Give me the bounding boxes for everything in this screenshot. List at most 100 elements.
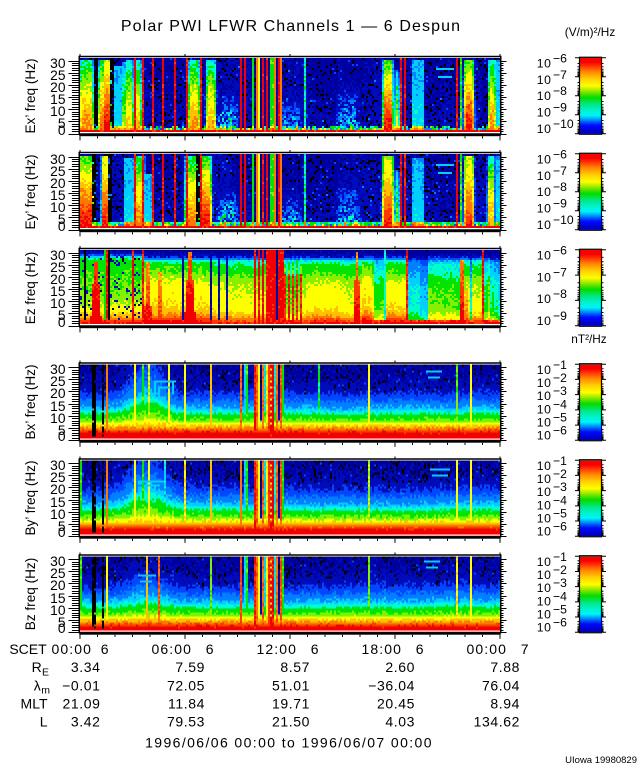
svg-text:7: 7 — [521, 641, 529, 657]
svg-text:8.94: 8.94 — [490, 696, 520, 712]
svg-text:−3: −3 — [553, 576, 567, 590]
svg-text:−2: −2 — [553, 371, 567, 385]
svg-text:10: 10 — [537, 292, 552, 306]
svg-text:−7: −7 — [553, 68, 567, 82]
svg-text:0: 0 — [58, 219, 66, 234]
svg-text:10: 10 — [537, 607, 552, 621]
svg-text:6: 6 — [206, 641, 214, 657]
svg-text:25: 25 — [50, 164, 66, 179]
svg-text:30: 30 — [50, 554, 66, 569]
svg-text:10: 10 — [50, 603, 66, 618]
svg-text:10: 10 — [537, 415, 552, 429]
svg-text:20.45: 20.45 — [377, 696, 415, 712]
svg-text:Ez freq (Hz): Ez freq (Hz) — [23, 252, 38, 325]
svg-text:20: 20 — [50, 482, 66, 497]
svg-text:−7: −7 — [553, 265, 567, 279]
svg-text:R: R — [32, 659, 42, 675]
svg-text:10: 10 — [537, 57, 552, 71]
svg-text:10: 10 — [537, 568, 552, 582]
svg-text:4.03: 4.03 — [385, 714, 415, 730]
svg-text:25: 25 — [50, 374, 66, 389]
svg-text:51.01: 51.01 — [272, 677, 310, 693]
svg-text:10: 10 — [537, 555, 552, 569]
svg-text:−3: −3 — [553, 480, 567, 494]
svg-text:−5: −5 — [553, 410, 567, 424]
svg-text:72.05: 72.05 — [167, 677, 205, 693]
svg-text:30: 30 — [50, 152, 66, 167]
svg-text:20: 20 — [50, 176, 66, 191]
svg-text:15: 15 — [50, 188, 66, 203]
svg-text:−6: −6 — [553, 244, 567, 258]
svg-text:25: 25 — [50, 566, 66, 581]
svg-text:7.59: 7.59 — [175, 659, 205, 675]
svg-text:−8: −8 — [553, 180, 567, 194]
svg-text:10: 10 — [537, 270, 552, 284]
svg-text:76.04: 76.04 — [482, 677, 520, 693]
svg-text:−7: −7 — [553, 164, 567, 178]
svg-text:10: 10 — [537, 389, 552, 403]
svg-text:25: 25 — [50, 260, 66, 275]
svg-text:−9: −9 — [553, 309, 567, 323]
svg-text:10: 10 — [537, 106, 552, 120]
svg-text:10: 10 — [537, 376, 552, 390]
svg-text:00:00: 00:00 — [51, 641, 92, 657]
svg-text:10: 10 — [537, 73, 552, 87]
svg-text:10: 10 — [50, 296, 66, 311]
svg-text:10: 10 — [537, 202, 552, 216]
svg-text:m: m — [41, 685, 50, 697]
svg-text:−9: −9 — [553, 197, 567, 211]
svg-text:Bz freq (Hz): Bz freq (Hz) — [23, 558, 38, 631]
svg-text:6: 6 — [101, 641, 109, 657]
svg-text:25: 25 — [50, 470, 66, 485]
svg-text:(V/m)²/Hz: (V/m)²/Hz — [565, 25, 616, 39]
svg-text:−5: −5 — [553, 506, 567, 520]
svg-text:10: 10 — [537, 363, 552, 377]
svg-text:79.53: 79.53 — [167, 714, 205, 730]
svg-text:−6: −6 — [553, 148, 567, 162]
svg-text:L: L — [40, 714, 48, 730]
svg-text:10: 10 — [537, 620, 552, 634]
svg-text:18:00: 18:00 — [361, 641, 402, 657]
svg-text:15: 15 — [50, 284, 66, 299]
svg-text:Ex’ freq (Hz): Ex’ freq (Hz) — [23, 58, 38, 133]
svg-text:10: 10 — [537, 498, 552, 512]
svg-text:5: 5 — [58, 308, 66, 323]
svg-text:5: 5 — [58, 423, 66, 438]
svg-text:−1: −1 — [553, 358, 567, 372]
svg-text:15: 15 — [50, 495, 66, 510]
svg-text:−3: −3 — [553, 384, 567, 398]
svg-text:0: 0 — [58, 315, 66, 330]
svg-text:10: 10 — [537, 169, 552, 183]
svg-text:λ: λ — [34, 677, 41, 693]
svg-text:10: 10 — [537, 485, 552, 499]
svg-text:MLT: MLT — [21, 696, 48, 712]
svg-text:E: E — [42, 666, 49, 678]
svg-text:10: 10 — [50, 507, 66, 522]
svg-text:0: 0 — [58, 621, 66, 636]
svg-text:3.42: 3.42 — [71, 714, 101, 730]
svg-text:nT²/Hz: nT²/Hz — [571, 332, 606, 346]
svg-text:0: 0 — [58, 429, 66, 444]
svg-text:6: 6 — [416, 641, 424, 657]
svg-text:10: 10 — [50, 104, 66, 119]
svg-text:10: 10 — [537, 122, 552, 136]
svg-text:15: 15 — [50, 399, 66, 414]
svg-text:−6: −6 — [553, 519, 567, 533]
svg-text:15: 15 — [50, 591, 66, 606]
svg-text:−8: −8 — [553, 287, 567, 301]
svg-text:10: 10 — [537, 218, 552, 232]
svg-text:21.09: 21.09 — [62, 696, 100, 712]
svg-text:11.84: 11.84 — [168, 696, 205, 712]
svg-text:−1: −1 — [553, 550, 567, 564]
svg-text:10: 10 — [537, 511, 552, 525]
svg-text:0: 0 — [58, 123, 66, 138]
svg-text:5: 5 — [58, 519, 66, 534]
svg-text:19.71: 19.71 — [272, 696, 310, 712]
svg-text:06:00: 06:00 — [151, 641, 192, 657]
svg-text:−0.01: −0.01 — [62, 677, 100, 693]
svg-text:−6: −6 — [553, 423, 567, 437]
svg-text:−4: −4 — [553, 589, 567, 603]
svg-text:10: 10 — [50, 411, 66, 426]
svg-text:10: 10 — [537, 581, 552, 595]
svg-text:−8: −8 — [553, 84, 567, 98]
